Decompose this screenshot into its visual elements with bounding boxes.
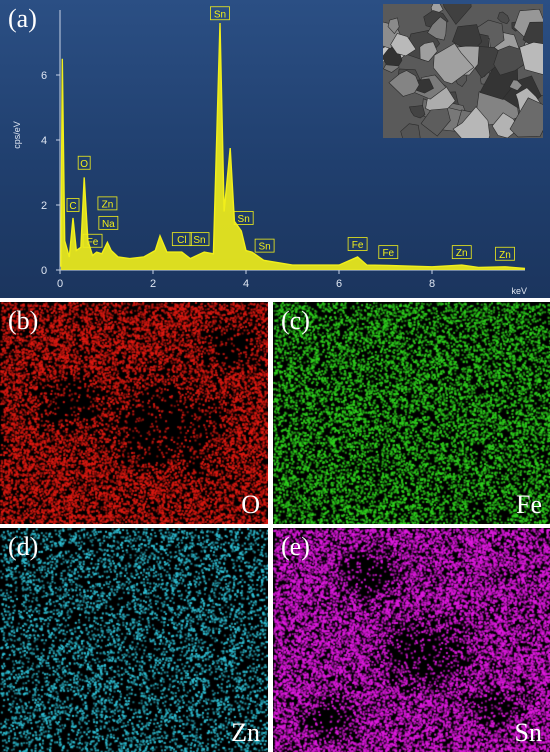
- peak-label: O: [77, 155, 91, 170]
- peak-label-text: Fe: [87, 237, 99, 248]
- peak-label: Sn: [210, 6, 230, 21]
- y-axis-label: cps/eV: [12, 121, 22, 149]
- peak-label-box: [97, 196, 118, 211]
- sem-micrograph-inset: [383, 4, 543, 138]
- peak-label-text: Cl: [177, 235, 186, 246]
- y-tick-label: 4: [41, 135, 47, 147]
- zn-distribution-map: [0, 528, 268, 752]
- peak-label-text: Sn: [238, 214, 250, 225]
- peak-label-box: [77, 155, 91, 170]
- peak-label-text: O: [80, 159, 88, 170]
- element-label-fe: Fe: [516, 490, 542, 519]
- peak-label-text: Fe: [352, 240, 364, 251]
- spectrum-line: [60, 22, 526, 270]
- o-distribution-map: [0, 302, 268, 524]
- peak-label-box: [347, 237, 368, 251]
- peak-label-box: [66, 198, 80, 212]
- peak-label: Sn: [233, 211, 254, 225]
- peak-label: Sn: [254, 238, 275, 253]
- y-tick-label: 0: [41, 265, 47, 277]
- sn-distribution-map: [273, 528, 550, 752]
- x-axis-label: keV: [511, 286, 527, 296]
- peak-label-text: Na: [102, 219, 115, 230]
- peak-label: Sn: [189, 232, 210, 247]
- peak-label: Na: [98, 215, 119, 230]
- peak-label-box: [82, 233, 103, 248]
- panel-label-b: (b): [8, 306, 39, 335]
- elemental-map-fe: (c) Fe: [273, 302, 550, 524]
- peak-label-box: [210, 6, 230, 21]
- peak-label: Fe: [378, 245, 399, 260]
- peak-label: Zn: [451, 245, 472, 260]
- x-tick-label: 2: [150, 278, 156, 290]
- peak-label-box: [378, 245, 399, 260]
- peak-label-text: C: [69, 201, 76, 212]
- peak-label-text: Zn: [499, 250, 511, 261]
- panel-label-a: (a): [8, 4, 37, 33]
- y-tick-label: 2: [41, 200, 47, 212]
- fe-distribution-map: [273, 302, 550, 524]
- peak-label-text: Sn: [258, 242, 270, 253]
- peak-label-box: [189, 232, 210, 247]
- peak-label-box: [233, 211, 254, 225]
- x-tick-label: 0: [57, 278, 63, 290]
- element-label-sn: Sn: [514, 718, 542, 747]
- peak-label-box: [495, 246, 515, 261]
- peak-label-box: [254, 238, 275, 253]
- panel-label-c: (c): [281, 306, 310, 335]
- peak-label-text: Zn: [102, 199, 114, 210]
- elemental-map-zn: (d) Zn: [0, 528, 268, 752]
- peak-label: C: [66, 198, 80, 212]
- peak-label: Fe: [347, 237, 368, 251]
- peak-label-text: Sn: [214, 9, 226, 20]
- peak-label-text: Zn: [456, 248, 468, 259]
- peak-label: Fe: [82, 233, 103, 248]
- peak-label: Zn: [97, 196, 118, 211]
- peak-label: Cl: [171, 232, 192, 247]
- element-label-zn: Zn: [231, 718, 260, 747]
- x-tick-label: 6: [336, 278, 342, 290]
- peak-label-box: [171, 232, 192, 247]
- element-label-o: O: [241, 490, 260, 519]
- peak-label-text: Sn: [193, 235, 205, 246]
- panel-label-d: (d): [8, 532, 39, 561]
- panel-label-e: (e): [281, 532, 310, 561]
- elemental-map-sn: (e) Sn: [273, 528, 550, 752]
- x-tick-label: 4: [243, 278, 249, 290]
- x-tick-label: 8: [429, 278, 435, 290]
- y-tick-label: 6: [41, 70, 47, 82]
- peak-label-box: [98, 215, 119, 230]
- peak-label-text: Fe: [382, 248, 394, 259]
- elemental-map-o: (b) O: [0, 302, 268, 524]
- peak-label: Zn: [495, 246, 515, 261]
- spectrum-area: [60, 23, 526, 270]
- peak-label-box: [451, 245, 472, 260]
